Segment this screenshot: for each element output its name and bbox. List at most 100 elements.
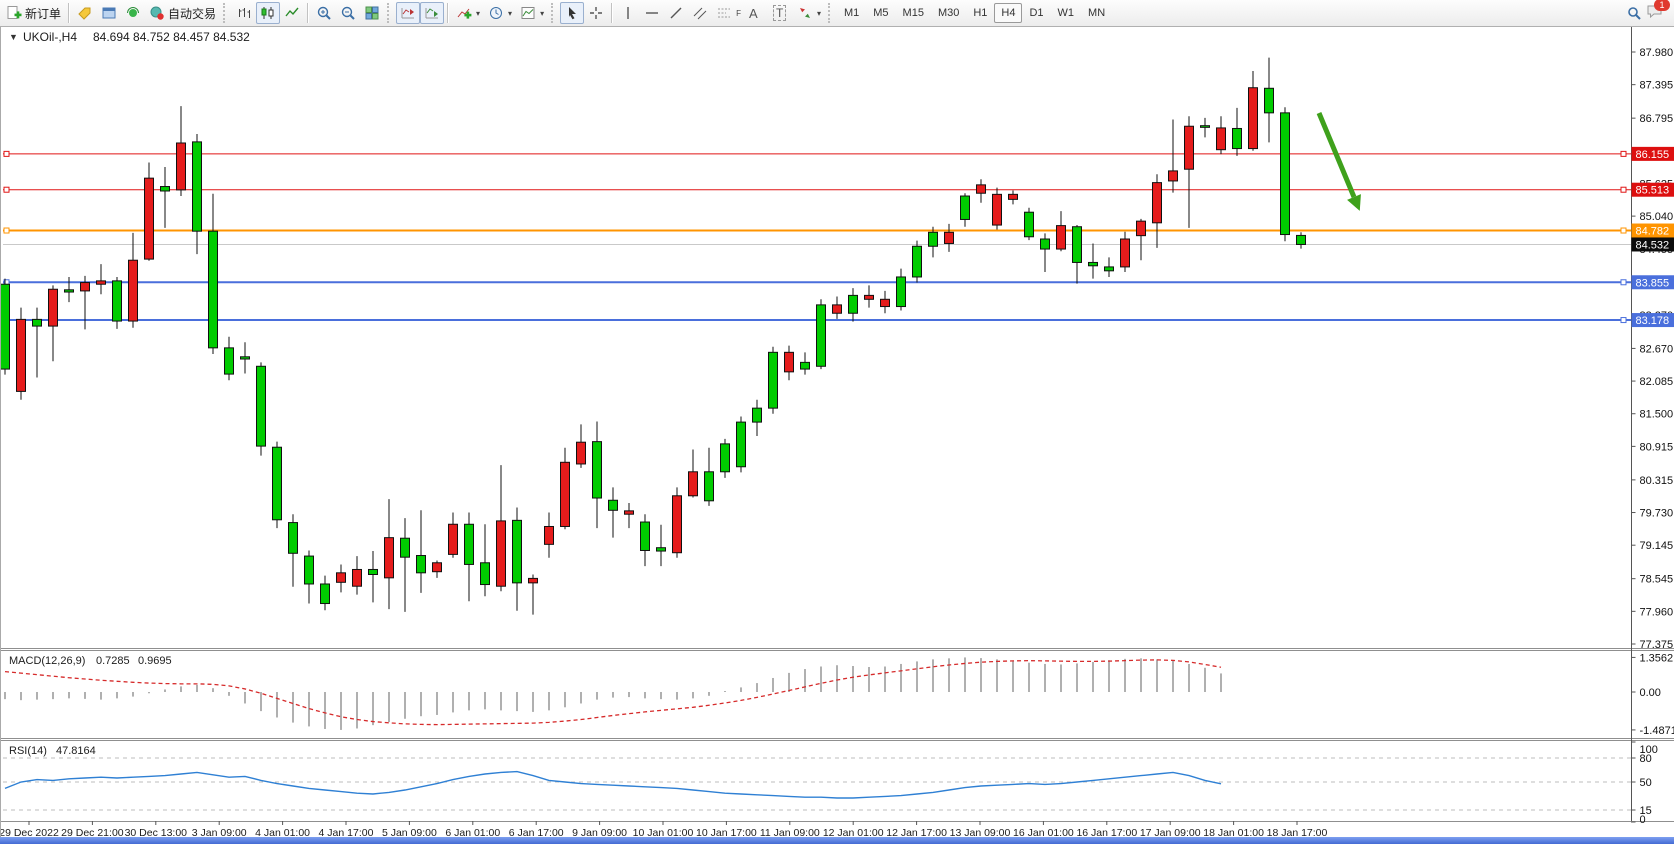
chart-symbol-title: UKOil-,H4 [23, 30, 77, 44]
svg-text:10 Jan 01:00: 10 Jan 01:00 [633, 827, 694, 837]
toolbar-grip [387, 3, 393, 23]
tab-timeframe-H1[interactable]: H1 [966, 3, 994, 23]
clock-icon [490, 7, 503, 19]
auto-scroll-button[interactable] [420, 2, 445, 24]
svg-text:12 Jan 17:00: 12 Jan 17:00 [886, 827, 947, 837]
text-button[interactable]: A [745, 2, 769, 24]
tab-timeframe-M15[interactable]: M15 [896, 3, 931, 23]
toolbar: 新订单 自动交易 [0, 0, 1674, 27]
horizontal-line-icon [646, 12, 659, 14]
svg-text:29 Dec 2022: 29 Dec 2022 [1, 827, 59, 837]
trendline-button[interactable] [664, 2, 688, 24]
timeframe-group: M1 M5 M15 M30 H1 H4 D1 W1 MN [837, 3, 1112, 23]
svg-text:6 Jan 01:00: 6 Jan 01:00 [445, 827, 500, 837]
market-watch-icon [78, 7, 91, 20]
channel-icon [693, 7, 707, 20]
new-order-label: 新订单 [25, 6, 62, 21]
macd-value-signal: 0.9695 [138, 655, 172, 667]
candlestick-chart-icon [261, 7, 274, 19]
svg-text:13 Jan 09:00: 13 Jan 09:00 [950, 827, 1011, 837]
svg-text:86.155: 86.155 [1636, 149, 1670, 161]
chevron-down-icon: ▾ [476, 8, 481, 18]
rsi-label: RSI(14) [9, 745, 47, 757]
signals-button[interactable] [121, 2, 145, 24]
periods-button[interactable]: ▾ [484, 2, 516, 24]
svg-text:84.782: 84.782 [1636, 226, 1670, 238]
channel-button[interactable] [688, 2, 712, 24]
tile-windows-button[interactable] [360, 2, 384, 24]
time-axis[interactable]: 29 Dec 2022 29 Dec 21:00 30 Dec 13:00 3 Jan… [0, 821, 1328, 839]
fibonacci-button[interactable]: F [712, 2, 745, 24]
text-label-button[interactable]: T [769, 2, 793, 24]
cursor-button[interactable] [560, 2, 585, 24]
svg-text:15: 15 [1640, 805, 1652, 817]
tab-timeframe-H4[interactable]: H4 [994, 3, 1023, 23]
tab-timeframe-M30[interactable]: M30 [931, 3, 966, 23]
zoom-out-button[interactable] [336, 2, 360, 24]
svg-text:5 Jan 09:00: 5 Jan 09:00 [382, 827, 437, 837]
separator [68, 3, 71, 23]
price-axis[interactable]: 87.98087.39586.79586.21085.62585.04084.4… [1631, 27, 1674, 826]
svg-text:87.980: 87.980 [1640, 47, 1674, 59]
svg-text:9 Jan 09:00: 9 Jan 09:00 [572, 827, 627, 837]
separator [447, 3, 450, 23]
chart-canvas[interactable]: 87.98087.39586.79586.21085.62585.04084.4… [0, 27, 1674, 839]
tab-timeframe-MN[interactable]: MN [1081, 3, 1112, 23]
fibonacci-letter: F [736, 8, 741, 18]
toolbar-grip [827, 3, 834, 23]
svg-text:17 Jan 09:00: 17 Jan 09:00 [1140, 827, 1201, 837]
arrow-annotation[interactable] [1316, 112, 1361, 211]
svg-text:100: 100 [1640, 744, 1658, 756]
new-order-button[interactable]: 新订单 [2, 2, 65, 24]
zoom-in-button[interactable] [312, 2, 336, 24]
bar-chart-button[interactable] [232, 2, 256, 24]
chart-panel[interactable] [1, 27, 1674, 648]
vertical-line-button[interactable] [616, 2, 640, 24]
tab-timeframe-W1[interactable]: W1 [1051, 3, 1082, 23]
svg-text:29 Dec 21:00: 29 Dec 21:00 [61, 827, 124, 837]
crosshair-button[interactable] [584, 2, 608, 24]
text-label-icon: T [772, 5, 787, 21]
line-chart-button[interactable] [280, 2, 304, 24]
chevron-down-icon: ▾ [508, 8, 513, 18]
chart-shift-button[interactable] [396, 2, 421, 24]
template-icon [521, 7, 535, 19]
candlestick-chart-button[interactable] [256, 2, 281, 24]
macd-value-main: 0.7285 [96, 655, 130, 667]
chat-button[interactable]: 1 [1646, 0, 1670, 24]
separator [307, 3, 310, 23]
svg-text:-1.4871: -1.4871 [1640, 725, 1674, 737]
line-chart-icon [285, 7, 299, 17]
svg-text:0.00: 0.00 [1640, 687, 1661, 699]
rsi-panel[interactable] [1, 741, 1674, 821]
tab-timeframe-M5[interactable]: M5 [866, 3, 895, 23]
chart-window: 87.98087.39586.79586.21085.62585.04084.4… [0, 27, 1674, 839]
horizontal-line-button[interactable] [640, 2, 664, 24]
svg-text:30 Dec 13:00: 30 Dec 13:00 [125, 827, 188, 837]
autotrading-button[interactable]: 自动交易 [145, 2, 220, 24]
vertical-line-icon [627, 7, 629, 19]
arrows-button[interactable]: ▾ [793, 2, 825, 24]
svg-text:83.178: 83.178 [1636, 315, 1670, 327]
bottom-scrollbar[interactable] [0, 837, 1674, 844]
chart-menu-arrow[interactable]: ▼ [9, 32, 18, 42]
svg-text:3 Jan 09:00: 3 Jan 09:00 [192, 827, 247, 837]
svg-text:80.315: 80.315 [1640, 475, 1674, 487]
svg-text:16 Jan 17:00: 16 Jan 17:00 [1076, 827, 1137, 837]
svg-text:77.960: 77.960 [1640, 606, 1674, 618]
zoom-in-icon [317, 6, 331, 20]
macd-panel[interactable] [1, 651, 1674, 738]
market-watch-button[interactable] [73, 2, 97, 24]
rsi-panel-content [3, 757, 1631, 811]
navigator-button[interactable] [97, 2, 121, 24]
templates-button[interactable]: ▾ [516, 2, 548, 24]
tile-windows-icon [365, 6, 379, 20]
tab-timeframe-M1[interactable]: M1 [837, 3, 866, 23]
svg-text:83.855: 83.855 [1636, 277, 1670, 289]
search-button[interactable] [1622, 2, 1646, 24]
indicators-button[interactable]: ▾ [452, 2, 484, 24]
svg-text:50: 50 [1640, 777, 1652, 789]
tab-timeframe-D1[interactable]: D1 [1022, 3, 1050, 23]
svg-text:79.730: 79.730 [1640, 508, 1674, 520]
toolbar-right: 1 [1622, 0, 1672, 24]
